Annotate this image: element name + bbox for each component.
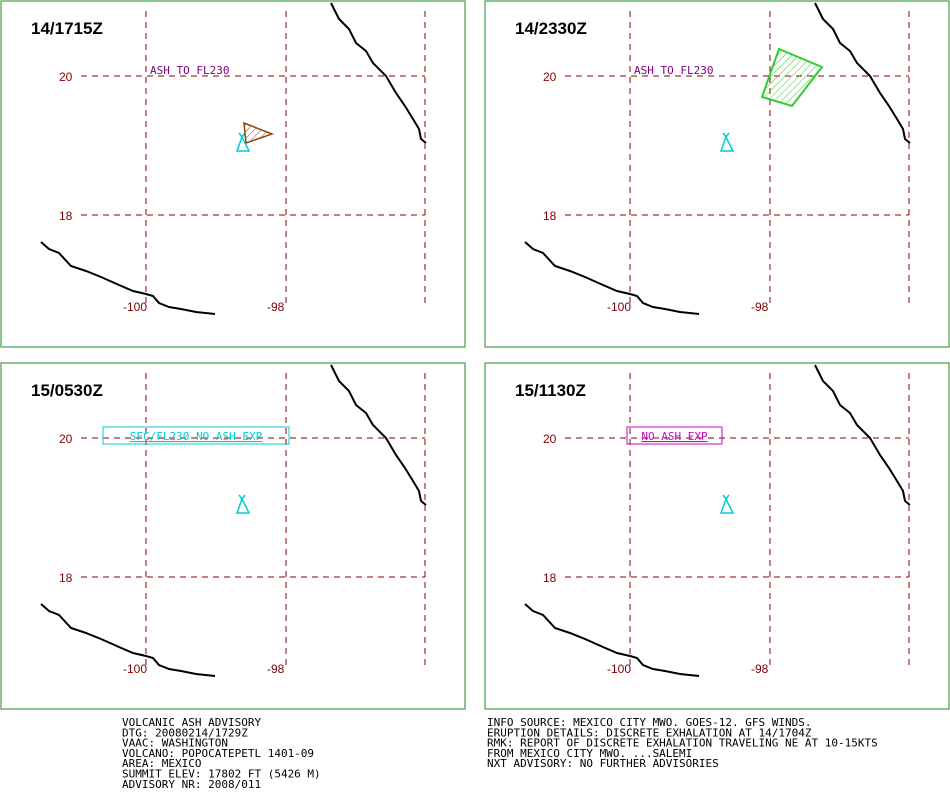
- advisory-line: INFO SOURCE: MEXICO CITY MWO. GOES-12. G…: [487, 716, 812, 729]
- panel-time: 15/1130Z: [515, 381, 586, 400]
- base-map: [484, 0, 950, 348]
- lon-label: -100: [607, 662, 631, 676]
- lat-label: 18: [543, 209, 557, 223]
- panel-time: 14/2330Z: [515, 19, 587, 38]
- advisory-line: VOLCANIC ASH ADVISORY: [122, 716, 261, 729]
- lon-label: -100: [123, 300, 147, 314]
- advisory-line: SUMMIT ELEV: 17802 FT (5426 M): [122, 768, 321, 781]
- annotation-box: [626, 426, 723, 445]
- ash-area: [243, 121, 275, 145]
- annotation: ASH TO FL230: [634, 64, 713, 77]
- lon-label: -98: [751, 662, 769, 676]
- annotation: ASH TO FL230: [150, 64, 229, 77]
- lon-label: -100: [123, 662, 147, 676]
- advisory-line: VAAC: WASHINGTON: [122, 737, 228, 750]
- map-panel: 14/1715Z 20 18 -100 -98 ASH TO FL230: [0, 0, 466, 348]
- lat-label: 20: [543, 432, 557, 446]
- lat-label: 20: [59, 432, 73, 446]
- lon-label: -98: [267, 662, 285, 676]
- base-map: [484, 362, 950, 710]
- lon-label: -100: [607, 300, 631, 314]
- lat-label: 20: [59, 70, 73, 84]
- annotation-box: [102, 426, 290, 445]
- lon-label: -98: [751, 300, 769, 314]
- base-map: [0, 362, 466, 710]
- advisory-line: AREA: MEXICO: [122, 757, 201, 770]
- lat-label: 18: [543, 571, 557, 585]
- advisory-line: RMK: REPORT OF DISCRETE EXHALATION TRAVE…: [487, 737, 878, 750]
- base-map: [0, 0, 466, 348]
- lat-label: 18: [59, 209, 73, 223]
- map-panel: 15/1130Z 20 18 -100 -98 NO ASH EXP: [484, 362, 950, 710]
- panel-time: 15/0530Z: [31, 381, 103, 400]
- annotation: NO ASH EXP: [641, 430, 708, 443]
- advisory-line: ERUPTION DETAILS: DISCRETE EXHALATION AT…: [487, 726, 812, 739]
- map-panel: 15/0530Z 20 18 -100 -98 SFC/FL230 NO ASH EXP: [0, 362, 466, 710]
- advisory-line: FROM MEXICO CITY MWO. ...SALEMI: [487, 747, 692, 760]
- map-panel: 14/2330Z 20 18 -100 -98 ASH TO FL230: [484, 0, 950, 348]
- advisory-line: NXT ADVISORY: NO FURTHER ADVISORIES: [487, 757, 719, 770]
- advisory-line: DTG: 20080214/1729Z: [122, 726, 248, 739]
- lon-label: -98: [267, 300, 285, 314]
- panels: 14/1715Z 20 18 -100 -98 ASH TO FL230 14/2330Z 2…: [0, 0, 950, 710]
- advisory-line: VOLCANO: POPOCATEPETL 1401-09: [122, 747, 314, 760]
- ash-area: [760, 47, 824, 108]
- panel-time: 14/1715Z: [31, 19, 103, 38]
- lat-label: 18: [59, 571, 73, 585]
- lat-label: 20: [543, 70, 557, 84]
- annotation: SFC/FL230 NO ASH EXP: [130, 430, 263, 443]
- advisory-line: ADVISORY NR: 2008/011: [122, 778, 261, 791]
